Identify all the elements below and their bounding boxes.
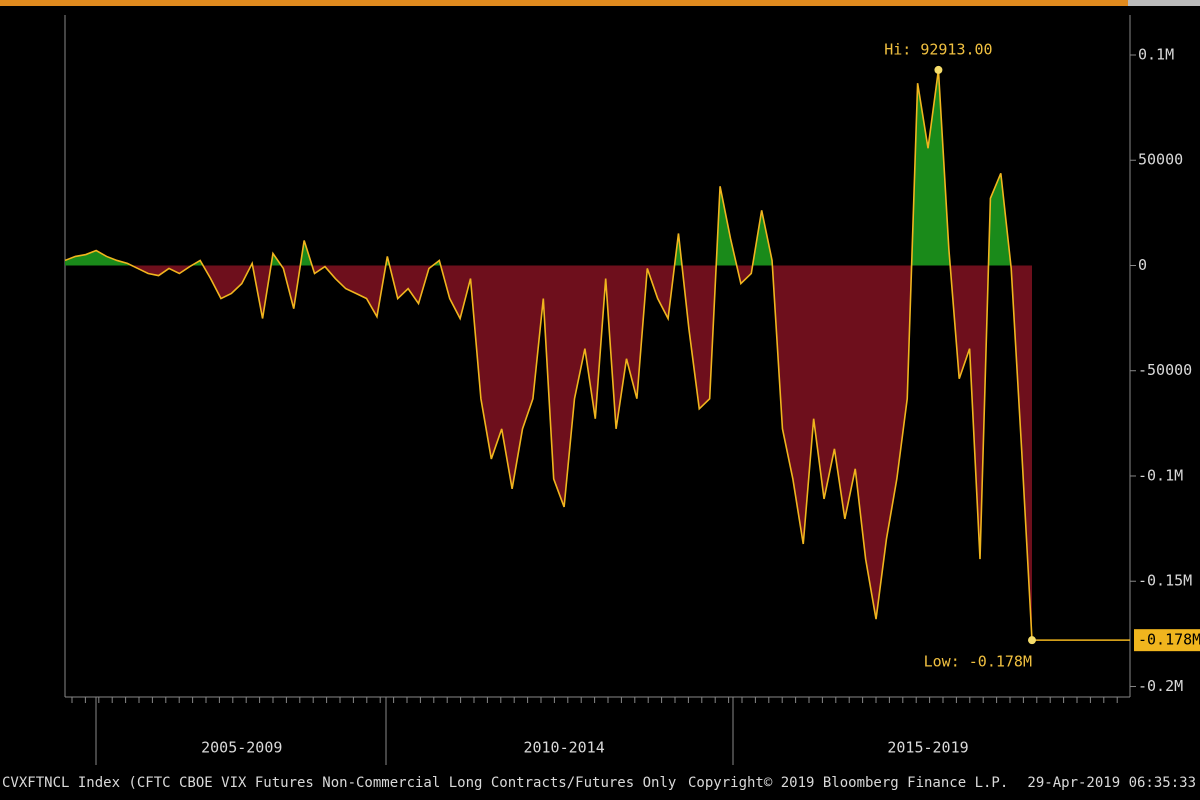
footer-center: Copyright© 2019 Bloomberg Finance L.P.	[688, 775, 1008, 791]
high-marker	[934, 65, 943, 74]
y-tick-label: 50000	[1138, 151, 1183, 169]
area-positive	[65, 69, 1011, 266]
top-bar-end	[1128, 0, 1200, 6]
y-tick-label: -50000	[1138, 361, 1192, 379]
line	[64, 69, 1033, 641]
y-tick-label: -0.2M	[1138, 677, 1183, 695]
top-bar	[0, 0, 1200, 6]
x-period-label: 2010-2014	[523, 739, 604, 757]
y-tick-label: 0	[1138, 256, 1147, 274]
y-tick-label: -0.1M	[1138, 466, 1183, 484]
y-tick-label: 0.1M	[1138, 45, 1174, 63]
footer-left: CVXFTNCL Index (CFTC CBOE VIX Futures No…	[2, 775, 676, 791]
last-value-box	[1134, 629, 1200, 652]
high-label: Hi: 92913.00	[884, 40, 992, 58]
area-negative	[65, 265, 1032, 641]
footer-right: 29-Apr-2019 06:35:33	[1027, 775, 1196, 791]
x-period-label: 2005-2009	[201, 739, 282, 757]
y-tick-label: -0.15M	[1138, 572, 1192, 590]
x-period-label: 2015-2019	[887, 739, 968, 757]
low-marker	[1028, 636, 1036, 645]
x-minor-ticks	[71, 697, 1118, 703]
low-label: Low: -0.178M	[924, 653, 1032, 671]
last-value-label: -0.178M	[1138, 631, 1200, 649]
